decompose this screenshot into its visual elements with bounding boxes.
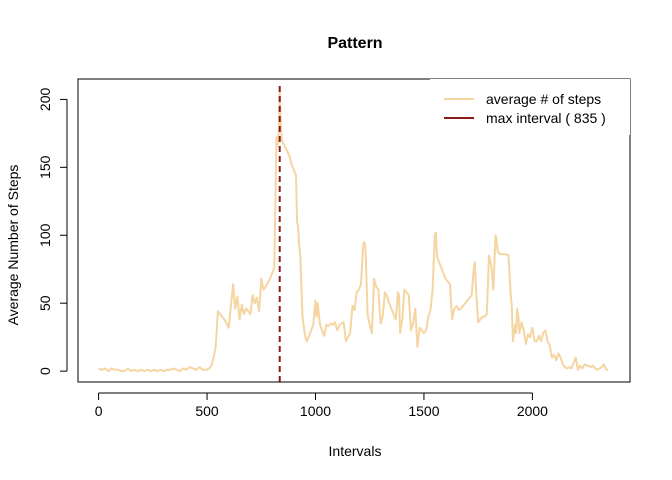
x-tick-label-500: 500 (195, 403, 219, 419)
y-axis: 0 50 100 150 200 (37, 88, 68, 375)
legend: average # of steps max interval ( 835 ) (430, 79, 630, 135)
y-axis-label: Average Number of Steps (5, 165, 21, 326)
y-tick-label-150: 150 (37, 155, 53, 179)
y-tick-label-50: 50 (37, 295, 53, 311)
legend-label-steps: average # of steps (486, 91, 601, 107)
x-axis: 0 500 1000 1500 2000 (95, 392, 548, 419)
x-tick-label-0: 0 (95, 403, 103, 419)
plot-area (98, 86, 609, 382)
series-line-0 (98, 90, 609, 373)
plot-frame (77, 78, 631, 383)
y-tick-label-0: 0 (37, 367, 53, 375)
x-tick-label-1500: 1500 (408, 403, 439, 419)
x-tick-label-2000: 2000 (517, 403, 548, 419)
x-axis-label: Intervals (329, 443, 382, 459)
y-tick-label-100: 100 (37, 223, 53, 247)
chart-title: Pattern (327, 35, 382, 52)
legend-box (430, 79, 630, 135)
y-tick-label-200: 200 (37, 88, 53, 112)
legend-label-max: max interval ( 835 ) (486, 110, 606, 126)
x-tick-label-1000: 1000 (300, 403, 331, 419)
